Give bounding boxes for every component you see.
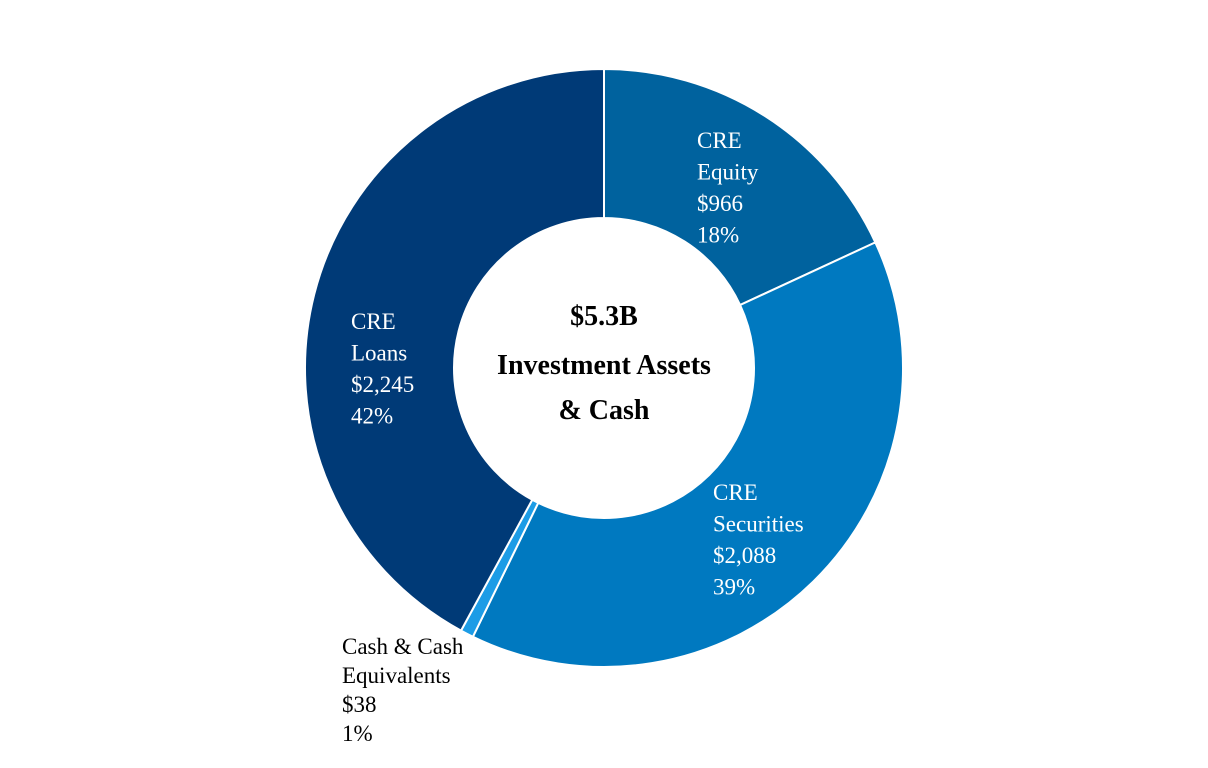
- label-cash-line-3: 1%: [342, 721, 373, 746]
- donut-slices: [304, 67, 904, 668]
- label-loans-line-3: 42%: [351, 404, 393, 429]
- center-line-1: Investment Assets: [497, 350, 711, 381]
- label-equity-line-3: 18%: [697, 223, 739, 248]
- label-equity-line-0: CRE: [697, 128, 742, 153]
- slice-loans: [304, 67, 605, 632]
- label-securities-line-2: $2,088: [713, 543, 776, 568]
- label-securities-line-0: CRE: [713, 480, 758, 505]
- slice-labels: CRE Equity $966 18% CRE Securities $2,088 39% Ca…: [342, 128, 804, 746]
- label-equity-line-2: $966: [697, 191, 743, 216]
- center-line-2: & Cash: [558, 395, 649, 426]
- slice-securities: [471, 241, 904, 668]
- label-securities: CRE Securities $2,088 39%: [713, 480, 804, 600]
- center-total: $5.3B: [570, 301, 638, 332]
- label-securities-line-1: Securities: [713, 512, 804, 537]
- label-equity: CRE Equity $966 18%: [697, 128, 759, 248]
- slice-equity: [603, 67, 877, 307]
- label-equity-line-1: Equity: [697, 160, 759, 185]
- label-loans-line-2: $2,245: [351, 372, 414, 397]
- label-cash-line-1: Equivalents: [342, 663, 451, 688]
- label-securities-line-3: 39%: [713, 575, 755, 600]
- label-loans-line-0: CRE: [351, 309, 396, 334]
- center-label: $5.3B Investment Assets & Cash: [497, 301, 711, 426]
- label-cash: Cash & Cash Equivalents $38 1%: [342, 634, 464, 746]
- label-loans-line-1: Loans: [351, 341, 407, 366]
- label-cash-line-0: Cash & Cash: [342, 634, 464, 659]
- label-cash-line-2: $38: [342, 692, 377, 717]
- label-loans: CRE Loans $2,245 42%: [351, 309, 414, 429]
